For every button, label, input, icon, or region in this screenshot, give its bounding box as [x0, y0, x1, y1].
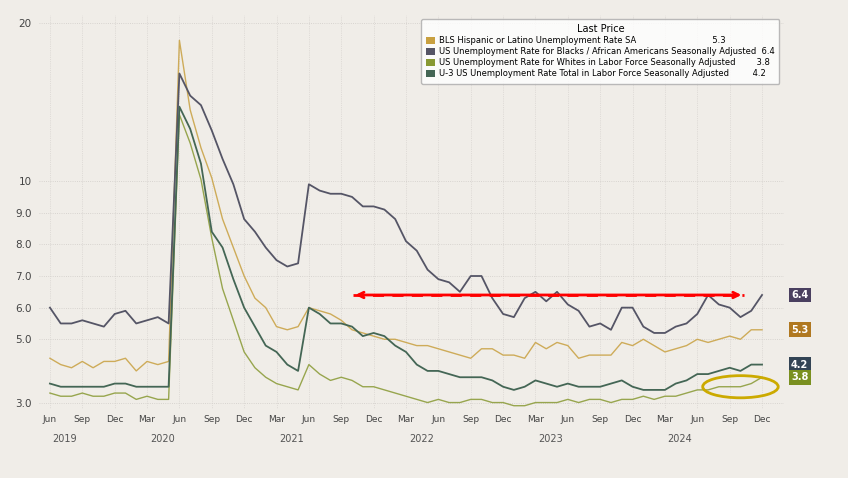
Text: 2021: 2021	[279, 434, 304, 444]
Text: 2023: 2023	[538, 434, 563, 444]
Text: 6.4: 6.4	[791, 290, 808, 300]
Text: 2022: 2022	[409, 434, 433, 444]
Text: 3.8: 3.8	[791, 372, 808, 382]
Legend: BLS Hispanic or Latino Unemployment Rate SA                             5.3, US : BLS Hispanic or Latino Unemployment Rate…	[421, 19, 779, 84]
Text: 5.3: 5.3	[791, 325, 808, 335]
Text: 4.2: 4.2	[791, 359, 808, 369]
Text: 2024: 2024	[667, 434, 693, 444]
Text: 2019: 2019	[53, 434, 77, 444]
Text: 2020: 2020	[150, 434, 175, 444]
